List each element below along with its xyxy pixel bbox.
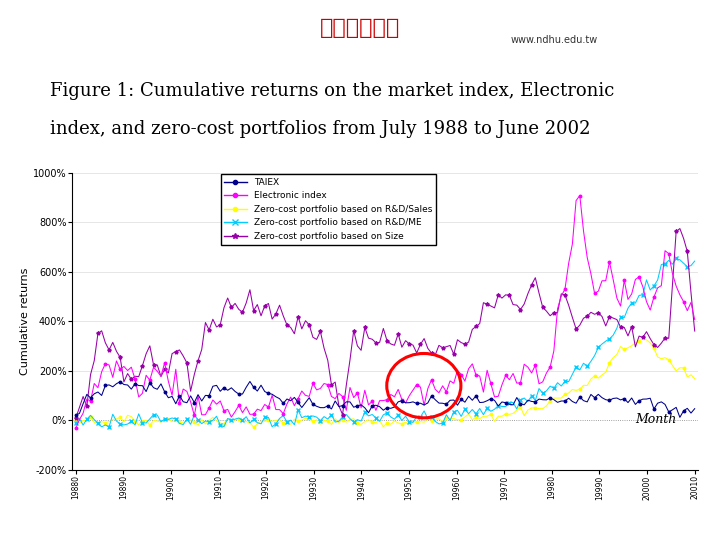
- Zero-cost portfolio based on R&D/ME: [186, 421, 195, 428]
- Text: index, and zero-cost portfolios from July 1988 to June 2002: index, and zero-cost portfolios from Jul…: [50, 120, 591, 138]
- Electronic index: [690, 316, 699, 323]
- Zero-cost portfolio based on R&D/ME: [568, 371, 577, 377]
- Zero-cost portfolio based on R&D/Sales: [183, 417, 192, 424]
- Zero-cost portfolio based on Size: [435, 342, 444, 349]
- Zero-cost portfolio based on R&D/ME: [672, 255, 680, 262]
- Zero-cost portfolio based on R&D/Sales: [71, 416, 80, 423]
- Zero-cost portfolio based on Size: [675, 225, 684, 232]
- Zero-cost portfolio based on Size: [183, 360, 192, 366]
- Electronic index: [564, 260, 573, 266]
- Electronic index: [283, 401, 292, 407]
- TAIEX: [71, 412, 80, 418]
- Zero-cost portfolio based on R&D/ME: [690, 258, 699, 265]
- Text: Figure 1: Cumulative returns on the market index, Electronic: Figure 1: Cumulative returns on the mark…: [50, 82, 615, 100]
- Electronic index: [249, 411, 258, 417]
- TAIEX: [246, 378, 254, 384]
- Zero-cost portfolio based on R&D/ME: [427, 414, 436, 421]
- Zero-cost portfolio based on R&D/Sales: [690, 376, 699, 382]
- Zero-cost portfolio based on R&D/Sales: [639, 335, 647, 342]
- Line: TAIEX: TAIEX: [74, 380, 696, 418]
- Zero-cost portfolio based on R&D/Sales: [253, 421, 261, 427]
- TAIEX: [675, 414, 684, 421]
- Electronic index: [435, 389, 444, 396]
- Zero-cost portfolio based on Size: [423, 345, 432, 352]
- TAIEX: [253, 388, 261, 394]
- TAIEX: [427, 393, 436, 399]
- Zero-cost portfolio based on Size: [249, 307, 258, 314]
- Zero-cost portfolio based on R&D/Sales: [287, 421, 295, 428]
- Zero-cost portfolio based on R&D/ME: [71, 420, 80, 427]
- Electronic index: [575, 192, 584, 199]
- TAIEX: [438, 400, 447, 407]
- Zero-cost portfolio based on Size: [71, 415, 80, 422]
- Zero-cost portfolio based on Size: [690, 328, 699, 334]
- Zero-cost portfolio based on R&D/ME: [287, 417, 295, 423]
- Text: 國立東華大學: 國立東華大學: [320, 18, 400, 38]
- Electronic index: [71, 425, 80, 431]
- Zero-cost portfolio based on R&D/Sales: [249, 424, 258, 430]
- Line: Electronic index: Electronic index: [74, 194, 696, 429]
- Zero-cost portfolio based on R&D/ME: [253, 420, 261, 426]
- Legend: TAIEX, Electronic index, Zero-cost portfolio based on R&D/Sales, Zero-cost portf: TAIEX, Electronic index, Zero-cost portf…: [220, 174, 436, 245]
- Text: Month: Month: [635, 413, 677, 426]
- Y-axis label: Cumulative returns: Cumulative returns: [20, 268, 30, 375]
- Zero-cost portfolio based on Size: [564, 302, 573, 308]
- TAIEX: [568, 399, 577, 405]
- Text: www.ndhu.edu.tw: www.ndhu.edu.tw: [510, 35, 598, 45]
- TAIEX: [690, 406, 699, 412]
- Zero-cost portfolio based on R&D/ME: [438, 420, 447, 427]
- Zero-cost portfolio based on R&D/Sales: [427, 417, 436, 424]
- Line: Zero-cost portfolio based on Size: Zero-cost portfolio based on Size: [73, 227, 697, 420]
- Line: Zero-cost portfolio based on R&D/ME: Zero-cost portfolio based on R&D/ME: [74, 256, 696, 429]
- TAIEX: [183, 400, 192, 406]
- Zero-cost portfolio based on R&D/Sales: [568, 386, 577, 393]
- TAIEX: [287, 397, 295, 404]
- Electronic index: [423, 386, 432, 392]
- Line: Zero-cost portfolio based on R&D/Sales: Zero-cost portfolio based on R&D/Sales: [74, 337, 696, 428]
- Zero-cost portfolio based on R&D/Sales: [438, 418, 447, 424]
- Zero-cost portfolio based on R&D/ME: [104, 424, 113, 430]
- Zero-cost portfolio based on Size: [283, 322, 292, 328]
- Electronic index: [183, 388, 192, 395]
